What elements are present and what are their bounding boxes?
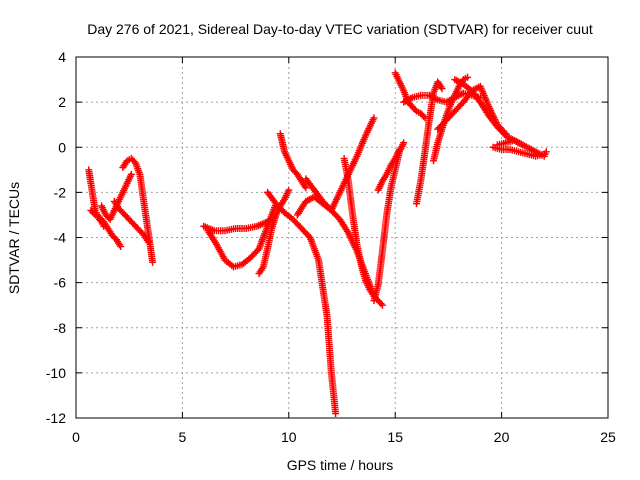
data-point [127,170,135,178]
y-tick-label: -8 [54,320,67,336]
series-trace-9 [276,130,310,192]
series-trace-12 [302,175,386,309]
data-point [464,73,472,81]
y-tick-label: -10 [46,365,66,381]
chart-title: Day 276 of 2021, Sidereal Day-to-day VTE… [87,21,593,37]
series-trace-23 [489,143,548,160]
x-tick-label: 0 [72,429,80,445]
series-trace-16 [391,69,429,122]
data-point [378,301,386,309]
data-point [285,186,293,194]
data-point [377,300,385,308]
series-trace-22 [493,136,550,160]
data-point [90,209,98,217]
data-point [438,85,446,93]
series-trace-15 [374,146,403,194]
series-trace-21 [451,76,527,149]
data-point [370,114,378,122]
x-tick-label: 10 [281,429,297,445]
series-trace-2 [87,206,125,251]
series-trace-3 [98,170,135,223]
y-tick-label: -6 [54,275,67,291]
grid-lines [76,57,608,418]
data-point [302,184,310,192]
y-tick-label: -2 [54,184,67,200]
y-tick-label: -12 [46,410,66,426]
data-point [117,243,125,251]
y-tick-label: -4 [54,230,67,246]
data-point [332,409,340,417]
series-trace-19 [430,73,472,165]
series-trace-8 [255,186,293,278]
data-point [149,258,157,266]
x-tick-label: 15 [387,429,403,445]
series-trace-10 [264,188,340,417]
y-axis-label: SDTVAR / TECUs [6,182,22,294]
data-point [420,112,428,120]
x-tick-label: 25 [600,429,616,445]
x-axis-label: GPS time / hours [287,457,394,473]
axis-ticks: 0 5 10 15 20 25 -12 -10 -8 -6 -4 -2 0 2 4 [46,49,616,445]
data-point [395,146,403,154]
data-point [400,139,408,147]
y-tick-label: 0 [58,139,66,155]
series-trace-5 [119,155,157,266]
x-tick-label: 5 [179,429,187,445]
data-point [411,106,419,114]
series-trace-14 [370,139,408,305]
y-tick-label: 4 [58,49,66,65]
x-tick-label: 20 [494,429,510,445]
data-point [540,150,548,158]
y-tick-label: 2 [58,94,66,110]
series-trace-11 [293,114,378,219]
series-trace-18 [412,78,446,208]
data-points [85,69,550,417]
